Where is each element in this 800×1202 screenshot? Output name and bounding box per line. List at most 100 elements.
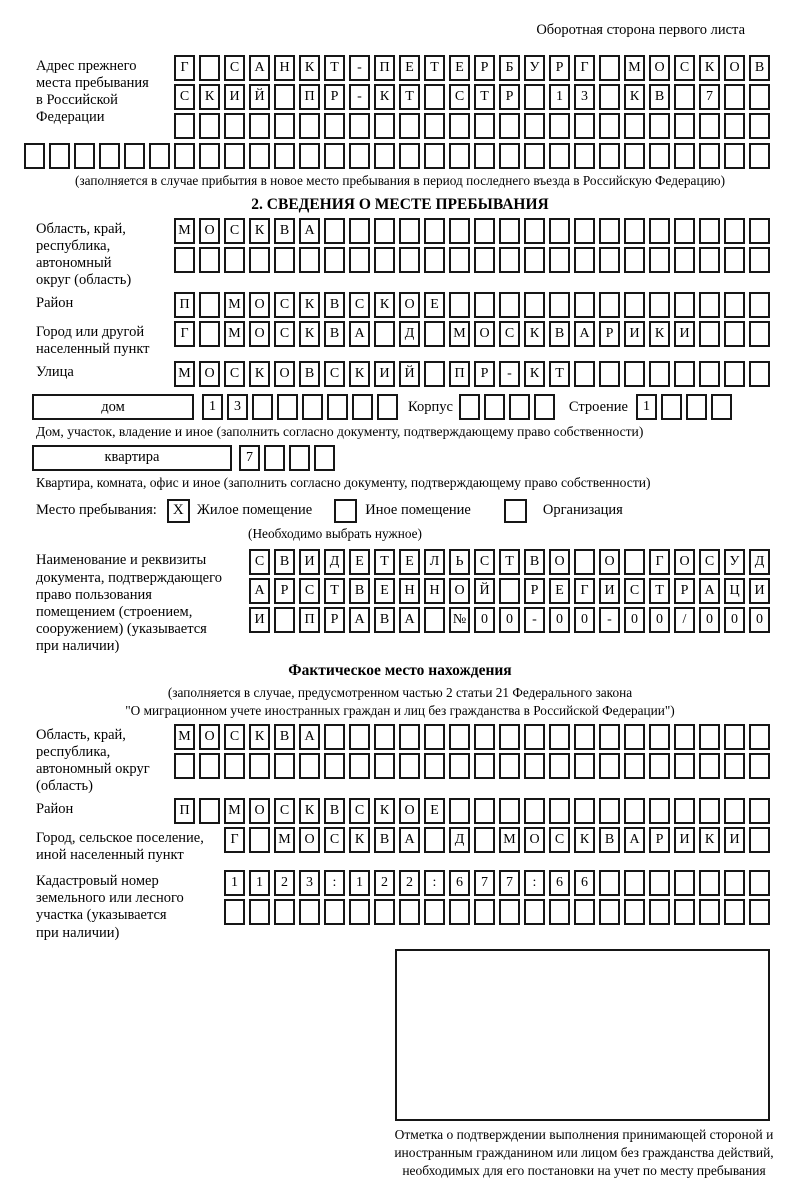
char-cell[interactable] [624,752,645,779]
char-cell[interactable] [749,217,770,244]
char-cell[interactable]: В [324,320,345,347]
char-cell[interactable]: В [274,549,295,576]
char-cell[interactable] [349,143,370,169]
char-cell[interactable]: В [649,84,670,110]
char-cell[interactable]: С [224,723,245,750]
char-cell[interactable]: 7 [699,84,720,110]
char-cell[interactable] [327,394,348,421]
char-cell[interactable]: В [749,55,770,81]
char-cell[interactable] [549,291,570,318]
char-cell[interactable] [324,143,345,169]
char-cell[interactable] [724,798,745,825]
char-cell[interactable]: С [174,84,195,110]
char-cell[interactable]: С [349,291,370,318]
char-cell[interactable]: Й [399,361,420,388]
char-cell[interactable] [149,143,170,169]
char-cell[interactable] [624,549,645,576]
char-cell[interactable]: К [699,55,720,81]
char-cell[interactable]: 6 [449,870,470,897]
char-cell[interactable]: В [274,217,295,244]
char-cell[interactable] [224,752,245,779]
char-cell[interactable]: А [299,723,320,750]
char-cell[interactable]: М [499,827,520,854]
char-cell[interactable]: О [299,827,320,854]
char-cell[interactable]: Е [424,291,445,318]
char-cell[interactable]: М [224,291,245,318]
char-cell[interactable]: Е [349,549,370,576]
char-cell[interactable] [249,143,270,169]
char-cell[interactable] [249,899,270,926]
char-cell[interactable] [399,752,420,779]
char-cell[interactable] [449,143,470,169]
char-cell[interactable]: - [349,84,370,110]
char-cell[interactable] [458,394,480,421]
char-cell[interactable] [749,84,770,110]
char-cell[interactable] [299,246,320,273]
char-cell[interactable] [549,798,570,825]
char-cell[interactable] [349,246,370,273]
char-cell[interactable]: П [174,798,195,825]
char-cell[interactable]: Е [424,798,445,825]
char-cell[interactable]: А [349,320,370,347]
char-cell[interactable]: Р [599,320,620,347]
char-cell[interactable] [724,291,745,318]
korpus-cells[interactable] [458,394,555,421]
char-cell[interactable]: А [349,607,370,634]
char-cell[interactable] [424,143,445,169]
char-cell[interactable] [749,291,770,318]
char-cell[interactable] [724,143,745,169]
char-cell[interactable] [274,246,295,273]
char-cell[interactable]: О [249,291,270,318]
char-cell[interactable] [449,217,470,244]
char-cell[interactable] [574,143,595,169]
char-cell[interactable]: А [699,578,720,605]
char-cell[interactable]: К [299,55,320,81]
char-cell[interactable] [574,723,595,750]
char-cell[interactable] [549,113,570,139]
char-cell[interactable]: 1 [224,870,245,897]
char-cell[interactable]: И [224,84,245,110]
char-cell[interactable] [749,870,770,897]
char-cell[interactable]: М [224,320,245,347]
char-cell[interactable]: М [274,827,295,854]
char-cell[interactable]: С [324,827,345,854]
char-cell[interactable]: 0 [624,607,645,634]
char-cell[interactable]: Д [749,549,770,576]
char-cell[interactable] [599,55,620,81]
char-cell[interactable] [349,723,370,750]
char-cell[interactable] [499,798,520,825]
char-cell[interactable]: К [249,723,270,750]
char-cell[interactable]: М [624,55,645,81]
char-cell[interactable] [724,361,745,388]
char-cell[interactable] [724,217,745,244]
char-cell[interactable]: С [224,55,245,81]
char-cell[interactable]: Н [424,578,445,605]
char-cell[interactable] [174,113,195,139]
char-cell[interactable] [749,246,770,273]
char-cell[interactable]: О [674,549,695,576]
char-cell[interactable] [399,246,420,273]
char-cell[interactable] [224,246,245,273]
char-cell[interactable] [474,291,495,318]
char-cell[interactable]: К [649,320,670,347]
char-cell[interactable]: М [174,723,195,750]
char-cell[interactable] [674,84,695,110]
char-cell[interactable] [499,291,520,318]
char-cell[interactable]: И [674,827,695,854]
char-cell[interactable]: 1 [202,394,223,421]
char-cell[interactable] [274,113,295,139]
char-cell[interactable] [174,246,195,273]
char-cell[interactable]: В [324,798,345,825]
char-cell[interactable] [199,320,220,347]
char-cell[interactable] [724,752,745,779]
char-cell[interactable] [674,752,695,779]
char-cell[interactable]: И [624,320,645,347]
char-cell[interactable] [624,217,645,244]
char-cell[interactable] [574,798,595,825]
char-cell[interactable]: К [349,827,370,854]
char-cell[interactable] [374,217,395,244]
region-row-2[interactable] [174,246,770,273]
